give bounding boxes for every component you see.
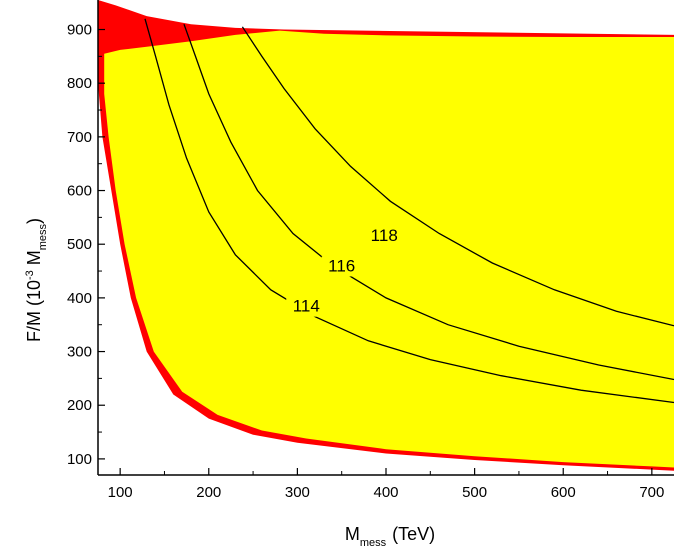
- y-axis-title-mid: M: [24, 250, 44, 270]
- y-tick-label-100: 100: [67, 451, 92, 468]
- x-tick-label-600: 600: [551, 484, 576, 501]
- y-tick-label-800: 800: [67, 75, 92, 92]
- yellow-allowed-region: [104, 30, 674, 468]
- contour-label-116: 116: [328, 256, 355, 275]
- y-tick-label-600: 600: [67, 183, 92, 200]
- y-tick-label-700: 700: [67, 129, 92, 146]
- y-axis-title-end: ): [24, 218, 44, 224]
- x-tick-label-100: 100: [108, 484, 133, 501]
- x-tick-label-400: 400: [373, 484, 398, 501]
- axes: 100 200 300 400 500 600 700 100 200 300 400 500 600 7…: [67, 0, 674, 501]
- y-tick-label-200: 200: [67, 397, 92, 414]
- y-tick-label-300: 300: [67, 344, 92, 361]
- x-tick-label-200: 200: [196, 484, 221, 501]
- y-tick-label-900: 900: [67, 22, 92, 39]
- contour-label-114: 114: [293, 297, 320, 316]
- x-axis-title: Mmess (TeV): [345, 524, 435, 549]
- contour-label-bg-116: [321, 256, 362, 277]
- y-axis-title-sub: mess: [37, 223, 49, 250]
- contour-line-118: [241, 26, 674, 327]
- contour-line-114: [144, 18, 674, 404]
- x-tick-label-700: 700: [639, 484, 664, 501]
- contour-label-118: 118: [371, 226, 398, 245]
- y-tick-label-400: 400: [67, 290, 92, 307]
- x-axis-title-unit: (TeV): [392, 524, 435, 544]
- contour-line-116: [183, 23, 674, 381]
- x-axis-title-main: M: [345, 524, 360, 544]
- plot-area: 114 116 118: [98, 0, 674, 471]
- x-tick-label-500: 500: [462, 484, 487, 501]
- contour-label-bg-118: [364, 225, 405, 246]
- y-axis-title-sup: -3: [24, 270, 36, 280]
- x-axis-title-sub: mess: [360, 537, 387, 549]
- y-axis-title: F/M (10-3 Mmess): [24, 218, 49, 342]
- y-tick-label-500: 500: [67, 236, 92, 253]
- y-axis-title-main: F/M (10: [24, 280, 44, 342]
- x-tick-label-300: 300: [285, 484, 310, 501]
- contour-label-bg-114: [286, 296, 327, 317]
